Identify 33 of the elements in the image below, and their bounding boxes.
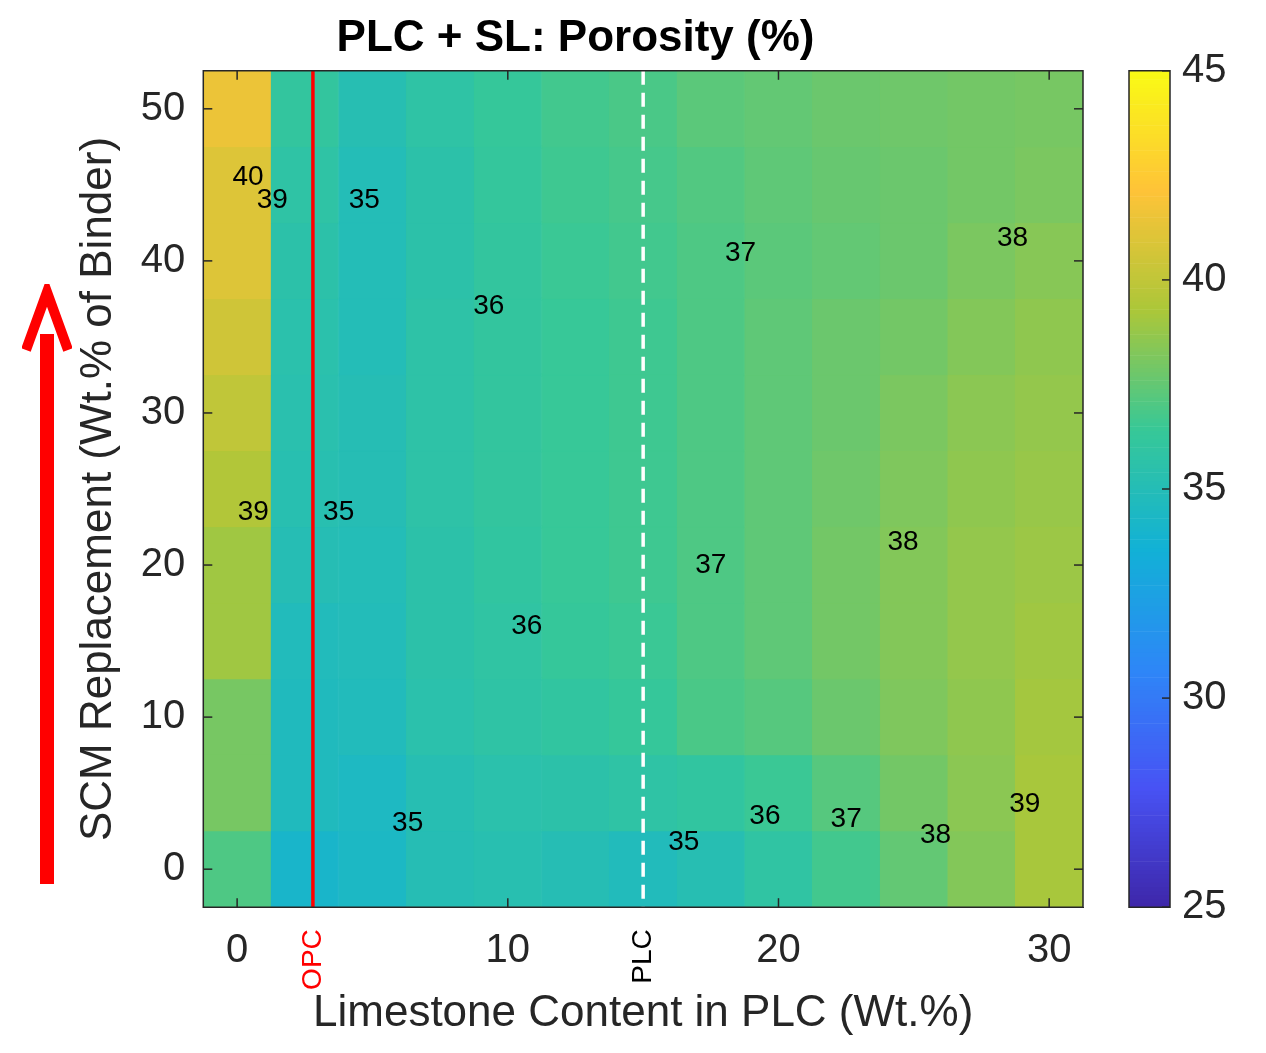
annotation: 38 xyxy=(997,220,1029,252)
color-bar-label: 40 xyxy=(1182,254,1227,299)
annotation: 39 xyxy=(237,494,269,526)
x-tick-label: 10 xyxy=(485,926,531,971)
y-tick-label: 10 xyxy=(140,692,186,737)
annotation: 35 xyxy=(392,806,424,838)
annotation: 36 xyxy=(511,608,543,640)
annotation: 37 xyxy=(830,802,862,834)
annotation: 36 xyxy=(473,289,505,321)
text: PLC xyxy=(625,929,657,984)
x-tick-label: 0 xyxy=(226,926,249,971)
annotation: 38 xyxy=(919,817,952,849)
y-tick-label: 40 xyxy=(140,235,186,280)
annotation: 37 xyxy=(695,547,727,579)
color-bar-label: 25 xyxy=(1182,882,1227,927)
y-tick-label: 0 xyxy=(163,844,186,889)
y-tick-label: 30 xyxy=(140,387,186,432)
color-bar-label: 45 xyxy=(1182,45,1227,90)
y-tick-label: 50 xyxy=(140,83,186,128)
y-tick-label: 20 xyxy=(140,540,186,585)
color-bar-label: 35 xyxy=(1182,464,1227,509)
annotation: 35 xyxy=(348,182,380,214)
annotation: 35 xyxy=(668,825,700,857)
annotation: 37 xyxy=(725,236,757,268)
x-tick-label: 20 xyxy=(756,926,801,971)
annotation: 38 xyxy=(887,524,919,556)
x-tick-label: 30 xyxy=(1026,926,1072,971)
annotation: 35 xyxy=(323,494,355,526)
y-axis-title: SCM Replacement (Wt.% of Binder) xyxy=(70,136,120,842)
chart-title: PLC + SL: Porosity (%) xyxy=(336,10,815,60)
annotation: 36 xyxy=(749,798,781,830)
color-bar-label: 30 xyxy=(1182,673,1227,718)
annotation: 39 xyxy=(1009,787,1041,819)
